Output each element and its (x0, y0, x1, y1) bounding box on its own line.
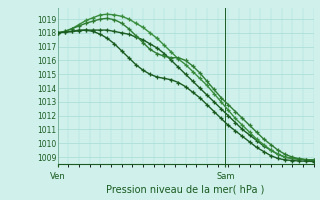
X-axis label: Pression niveau de la mer( hPa ): Pression niveau de la mer( hPa ) (107, 185, 265, 195)
